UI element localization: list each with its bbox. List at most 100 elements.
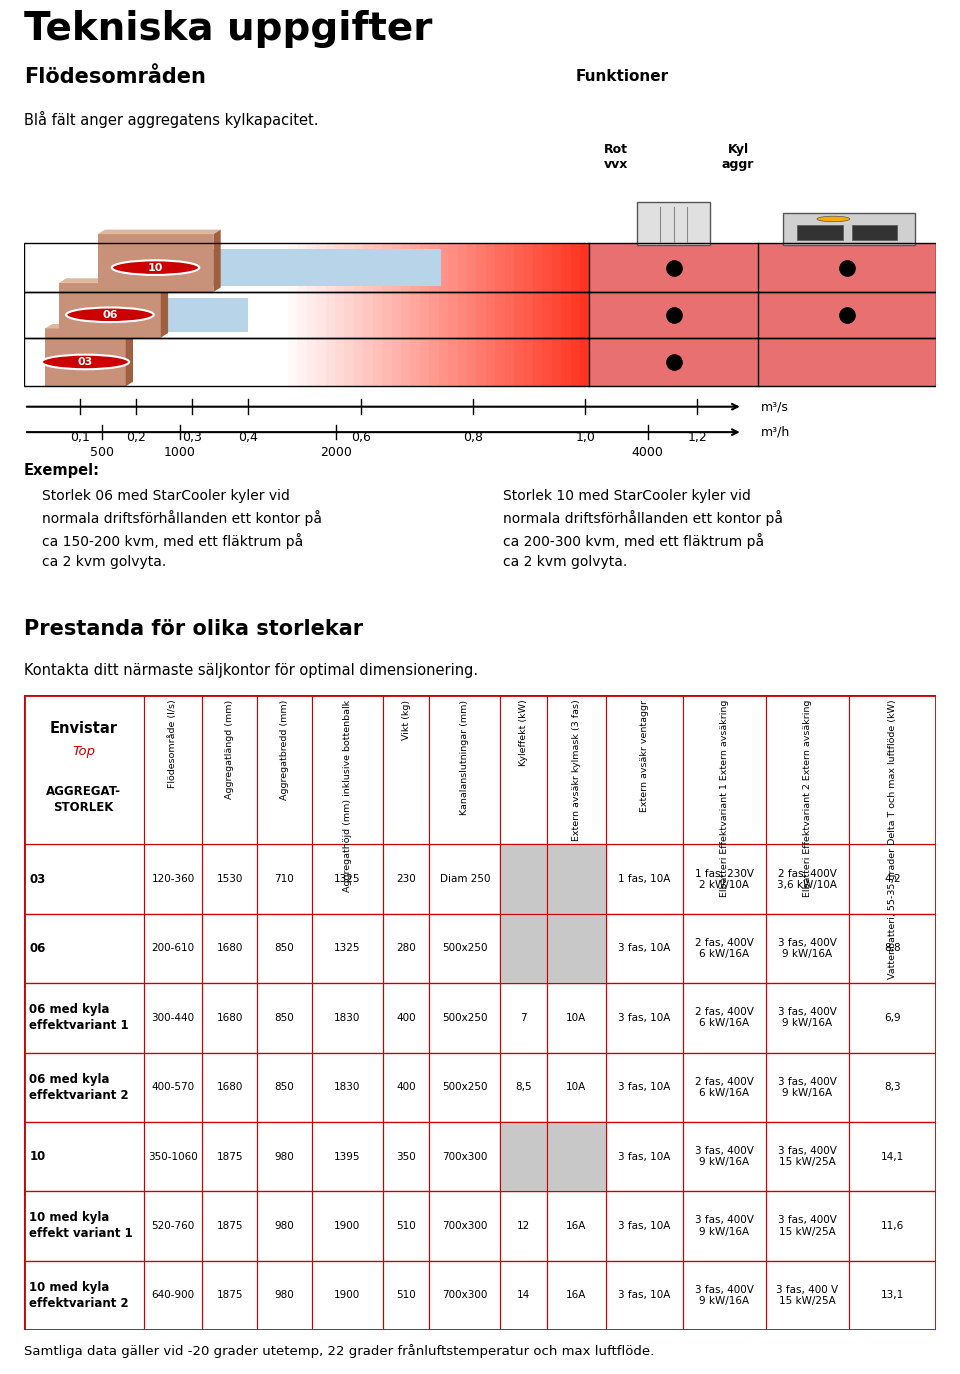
Bar [257, 1261, 312, 1330]
Bar [257, 845, 312, 914]
Bar [24, 1123, 144, 1191]
Bar [175, 293, 184, 338]
Bar [306, 243, 316, 291]
Bar [298, 338, 307, 386]
Bar [458, 293, 467, 338]
Bar [144, 1052, 203, 1123]
Bar [547, 1261, 606, 1330]
Text: 850: 850 [275, 1083, 295, 1092]
Bar [306, 338, 316, 386]
Bar [476, 338, 486, 386]
Bar [61, 338, 71, 386]
Polygon shape [126, 324, 133, 386]
Text: 4,2: 4,2 [884, 874, 900, 883]
Bar [766, 914, 849, 984]
Bar [401, 338, 410, 386]
Bar [60, 283, 161, 338]
Text: 3 fas, 400V
9 kW/16A: 3 fas, 400V 9 kW/16A [778, 938, 837, 959]
Bar [108, 338, 118, 386]
Bar [849, 914, 936, 984]
Text: 400: 400 [396, 1013, 416, 1022]
Bar [71, 243, 81, 291]
Bar [312, 914, 383, 984]
Text: 03: 03 [30, 872, 46, 886]
Bar [683, 1123, 766, 1191]
Bar [542, 338, 552, 386]
Text: 1,2: 1,2 [687, 431, 708, 444]
Text: 1900: 1900 [334, 1221, 360, 1231]
Bar [683, 914, 766, 984]
Bar [34, 338, 43, 386]
Bar [43, 243, 52, 291]
Text: 700x300: 700x300 [443, 1290, 488, 1300]
Polygon shape [213, 229, 221, 291]
Bar [589, 338, 758, 386]
Bar [500, 1123, 547, 1191]
Bar [144, 845, 203, 914]
Bar [683, 1191, 766, 1261]
Bar [382, 293, 392, 338]
Bar [849, 1123, 936, 1191]
Bar [81, 338, 90, 386]
Text: 1325: 1325 [334, 874, 361, 883]
Bar [335, 243, 345, 291]
Text: 8,5: 8,5 [516, 1083, 532, 1092]
Bar [849, 1052, 936, 1123]
Bar [316, 338, 325, 386]
Text: 6,9: 6,9 [884, 1013, 900, 1022]
Text: Aggregatlängd (mm): Aggregatlängd (mm) [226, 699, 234, 798]
Text: 1900: 1900 [334, 1290, 360, 1300]
Bar [325, 293, 335, 338]
Bar [683, 695, 766, 845]
Bar [259, 293, 269, 338]
Bar [562, 243, 570, 291]
Bar [467, 293, 476, 338]
Bar [156, 243, 165, 291]
Text: 2 fas, 400V
6 kW/16A: 2 fas, 400V 6 kW/16A [695, 938, 754, 959]
Text: m³/h: m³/h [761, 426, 790, 438]
Bar [108, 293, 118, 338]
Text: 3 fas, 10A: 3 fas, 10A [618, 1083, 670, 1092]
Bar [683, 1052, 766, 1123]
Bar [448, 338, 458, 386]
Bar [222, 243, 231, 291]
Bar [222, 293, 231, 338]
Bar [486, 293, 495, 338]
Bar [552, 338, 562, 386]
Bar [251, 338, 259, 386]
Bar [354, 293, 363, 338]
Bar [165, 293, 175, 338]
Text: 10 med kyla
effektvariant 2: 10 med kyla effektvariant 2 [30, 1281, 129, 1309]
Bar [514, 338, 523, 386]
Bar [429, 695, 500, 845]
Text: Storlek 06 med StarCooler kyler vid
normala driftsförhållanden ett kontor på
ca : Storlek 06 med StarCooler kyler vid norm… [42, 489, 323, 569]
Bar [467, 338, 476, 386]
Text: Blå fält anger aggregatens kylkapacitet.: Blå fält anger aggregatens kylkapacitet. [24, 111, 319, 128]
Bar [184, 243, 194, 291]
Bar [24, 338, 34, 386]
Text: 3 fas, 10A: 3 fas, 10A [618, 944, 670, 954]
Bar [137, 338, 147, 386]
Bar [542, 293, 552, 338]
Bar [439, 243, 448, 291]
Bar [128, 243, 137, 291]
Bar [137, 293, 147, 338]
Bar [486, 338, 495, 386]
Bar [257, 914, 312, 984]
Text: 2 fas, 400V
3,6 kW/10A: 2 fas, 400V 3,6 kW/10A [778, 868, 837, 890]
Bar [547, 914, 606, 984]
Text: Prestanda för olika storlekar: Prestanda för olika storlekar [24, 620, 363, 639]
Bar [194, 338, 204, 386]
Bar [34, 293, 43, 338]
Text: 1875: 1875 [216, 1290, 243, 1300]
Bar [429, 1123, 500, 1191]
Bar [128, 293, 137, 338]
Text: 16A: 16A [566, 1290, 587, 1300]
Bar [429, 338, 439, 386]
Bar [81, 243, 90, 291]
Bar [606, 984, 683, 1052]
Text: Storlek 10 med StarCooler kyler vid
normala driftsförhållanden ett kontor på
ca : Storlek 10 med StarCooler kyler vid norm… [503, 489, 783, 569]
Text: AGGREGAT-
STORLEK: AGGREGAT- STORLEK [46, 785, 121, 815]
Bar [204, 338, 212, 386]
Bar [259, 243, 269, 291]
